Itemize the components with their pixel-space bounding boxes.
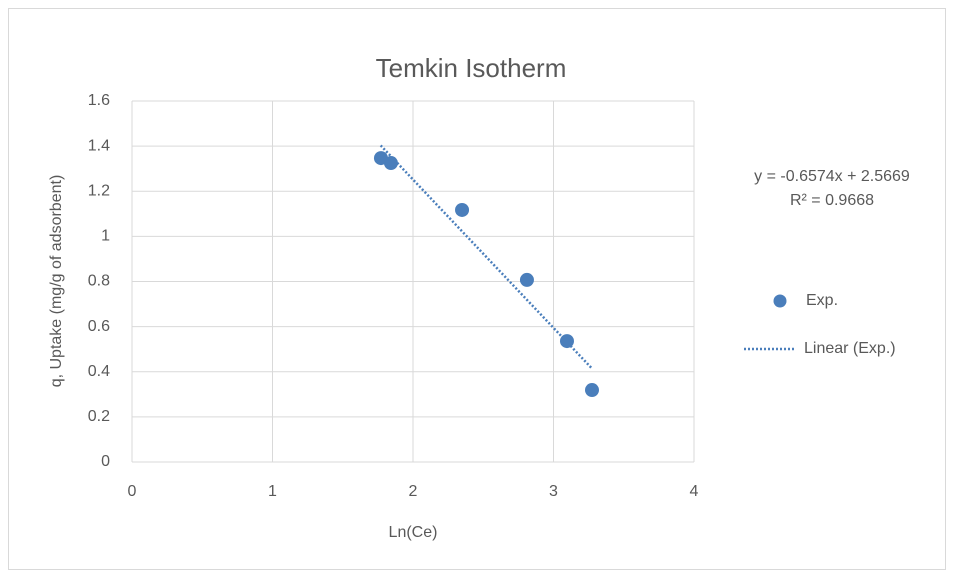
y-tick-label: 0.6 — [88, 318, 110, 335]
legend-label: Linear (Exp.) — [804, 340, 896, 357]
y-tick-label: 0.4 — [88, 363, 110, 380]
chart-border — [8, 8, 946, 570]
point — [519, 272, 534, 287]
x-axis-title: Ln(Ce) — [389, 524, 438, 541]
y-axis-title: q, Uptake (mg/g of adsorbent) — [48, 175, 65, 388]
x-tick-label: 4 — [690, 483, 699, 500]
x-tick-label: 0 — [128, 483, 137, 500]
point — [559, 334, 574, 349]
y-tick-label: 1.4 — [88, 137, 110, 154]
point — [383, 156, 398, 171]
point — [584, 383, 599, 398]
trendline — [379, 144, 593, 369]
trendline-equation: y = -0.6574x + 2.5669 — [754, 168, 910, 185]
legend-marker — [773, 294, 787, 308]
y-tick-label: 1.2 — [88, 182, 110, 199]
legend-label: Exp. — [806, 292, 838, 309]
y-tick-label: 1.6 — [88, 92, 110, 109]
trendline-r-squared: R² = 0.9668 — [790, 192, 874, 209]
y-tick-label: 0.8 — [88, 273, 110, 290]
chart-title: Temkin Isotherm — [376, 53, 567, 83]
y-tick-label: 0 — [101, 453, 110, 470]
y-tick-label: 1 — [101, 228, 110, 245]
y-tick-label: 0.2 — [88, 408, 110, 425]
x-tick-label: 3 — [549, 483, 558, 500]
x-tick-label: 2 — [409, 483, 418, 500]
x-tick-label: 1 — [268, 483, 277, 500]
point — [455, 202, 470, 217]
